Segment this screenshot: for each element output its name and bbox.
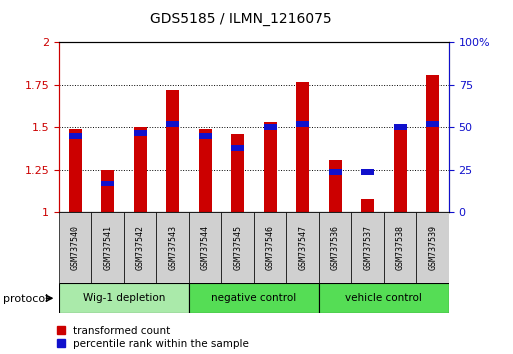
Bar (361, 169, 374, 175)
Bar (319, 283, 449, 313)
Bar (199, 133, 212, 139)
Bar (69, 133, 82, 139)
Bar (426, 121, 439, 127)
Text: GDS5185 / ILMN_1216075: GDS5185 / ILMN_1216075 (150, 12, 332, 27)
Bar (361, 199, 374, 212)
Bar (296, 81, 309, 212)
Text: GSM737541: GSM737541 (103, 225, 112, 270)
Bar (124, 212, 156, 283)
Bar (329, 169, 342, 175)
Bar (319, 212, 351, 283)
Text: GSM737542: GSM737542 (136, 225, 145, 270)
Bar (166, 121, 179, 127)
Bar (393, 125, 407, 130)
Bar (286, 212, 319, 283)
Bar (426, 75, 439, 212)
Text: vehicle control: vehicle control (345, 293, 422, 303)
Bar (231, 145, 244, 151)
Bar (417, 212, 449, 283)
Bar (384, 212, 417, 283)
Bar (189, 212, 222, 283)
Text: GSM737539: GSM737539 (428, 225, 437, 270)
Bar (231, 134, 244, 212)
Text: GSM737545: GSM737545 (233, 225, 242, 270)
Bar (59, 283, 189, 313)
Bar (199, 129, 212, 212)
Bar (222, 212, 254, 283)
Bar (351, 212, 384, 283)
Bar (329, 160, 342, 212)
Bar (134, 127, 147, 212)
Bar (166, 90, 179, 212)
Text: GSM737546: GSM737546 (266, 225, 274, 270)
Text: GSM737544: GSM737544 (201, 225, 210, 270)
Bar (264, 122, 277, 212)
Bar (59, 212, 91, 283)
Text: negative control: negative control (211, 293, 297, 303)
Text: protocol: protocol (3, 294, 48, 304)
Text: GSM737536: GSM737536 (331, 225, 340, 270)
Bar (156, 212, 189, 283)
Bar (91, 212, 124, 283)
Bar (264, 125, 277, 130)
Text: GSM737547: GSM737547 (298, 225, 307, 270)
Bar (69, 129, 82, 212)
Bar (101, 181, 114, 187)
Bar (296, 121, 309, 127)
Legend: transformed count, percentile rank within the sample: transformed count, percentile rank withi… (56, 326, 249, 349)
Text: GSM737543: GSM737543 (168, 225, 177, 270)
Text: Wig-1 depletion: Wig-1 depletion (83, 293, 165, 303)
Text: GSM737537: GSM737537 (363, 225, 372, 270)
Text: GSM737538: GSM737538 (396, 225, 405, 270)
Text: GSM737540: GSM737540 (71, 225, 80, 270)
Bar (189, 283, 319, 313)
Bar (101, 170, 114, 212)
Bar (254, 212, 286, 283)
Bar (134, 130, 147, 136)
Bar (393, 126, 407, 212)
